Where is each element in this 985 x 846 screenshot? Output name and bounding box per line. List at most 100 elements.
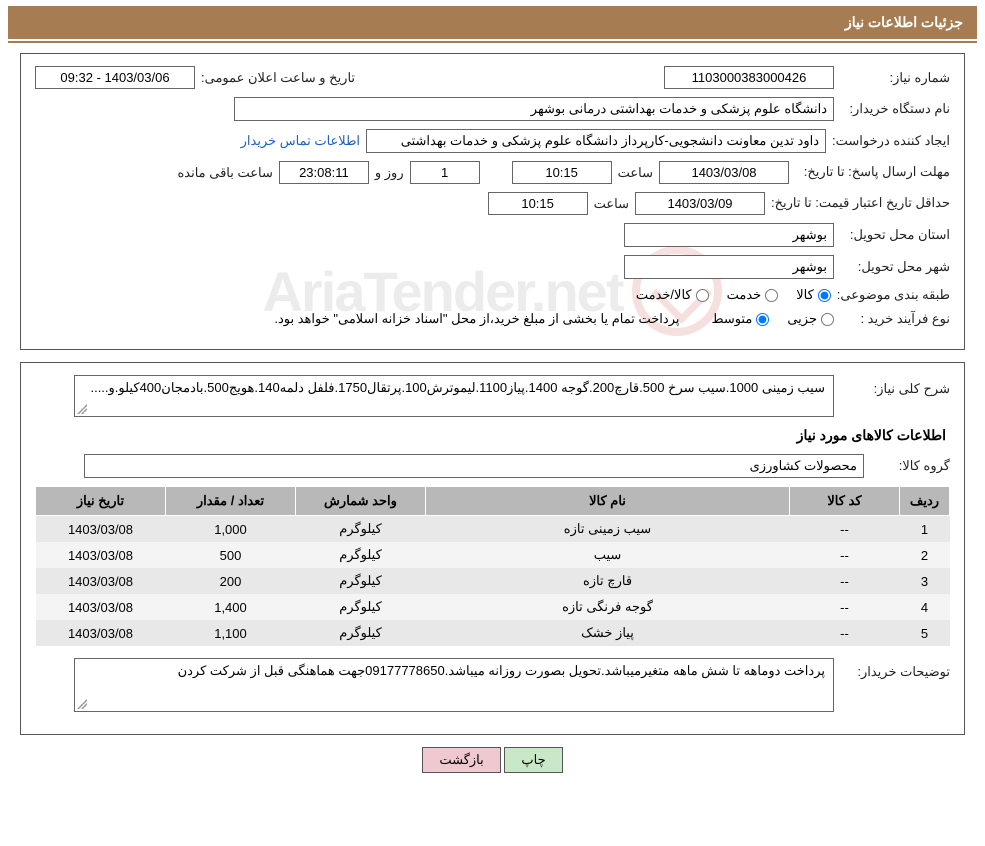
validity-label: حداقل تاریخ اعتبار قیمت: تا تاریخ: xyxy=(771,195,950,212)
table-row: 5--پیاز خشککیلوگرم1,1001403/03/08 xyxy=(36,620,950,646)
overview-text: سیب زمینی 1000.سیب سرخ 500.قارچ200.گوجه … xyxy=(90,380,825,395)
table-cell: کیلوگرم xyxy=(296,620,426,646)
table-cell: پیاز خشک xyxy=(426,620,790,646)
announce-field: 1403/03/06 - 09:32 xyxy=(35,66,195,89)
col-name: نام کالا xyxy=(426,487,790,516)
radio-goods[interactable]: کالا xyxy=(796,287,831,303)
button-row: چاپ بازگشت xyxy=(0,747,985,773)
days-remaining-field: 1 xyxy=(410,161,480,184)
table-cell: 3 xyxy=(900,568,950,594)
validity-date-field: 1403/03/09 xyxy=(635,192,765,215)
radio-goods-service-input[interactable] xyxy=(696,289,709,302)
radio-service-label: خدمت xyxy=(727,287,762,303)
resize-handle-icon[interactable] xyxy=(77,699,87,709)
radio-goods-service-label: کالا/خدمت xyxy=(636,287,692,303)
buyer-label: نام دستگاه خریدار: xyxy=(840,101,950,117)
table-cell: -- xyxy=(790,568,900,594)
row-overview: شرح کلی نیاز: سیب زمینی 1000.سیب سرخ 500… xyxy=(35,375,950,417)
need-number-field: 1103000383000426 xyxy=(664,66,834,89)
radio-medium[interactable]: متوسط xyxy=(711,311,769,327)
time-label-1: ساعت xyxy=(618,165,653,181)
radio-service[interactable]: خدمت xyxy=(727,287,779,303)
time-label-2: ساعت xyxy=(594,196,629,212)
table-cell: گوجه فرنگی تازه xyxy=(426,594,790,620)
buyer-notes-text: پرداخت دوماهه تا شش ماهه متغیرمیباشد.تحو… xyxy=(178,663,825,678)
table-cell: 2 xyxy=(900,542,950,568)
deadline-label: مهلت ارسال پاسخ: تا تاریخ: xyxy=(795,164,950,181)
city-label: شهر محل تحویل: xyxy=(840,259,950,275)
table-cell: -- xyxy=(790,594,900,620)
table-cell: سیب xyxy=(426,542,790,568)
countdown-field: 23:08:11 xyxy=(279,161,369,184)
table-cell: کیلوگرم xyxy=(296,594,426,620)
table-row: 3--قارچ تازهکیلوگرم2001403/03/08 xyxy=(36,568,950,594)
goods-table: ردیف کد کالا نام کالا واحد شمارش تعداد /… xyxy=(35,486,950,646)
radio-service-input[interactable] xyxy=(765,289,778,302)
table-cell: 1,100 xyxy=(166,620,296,646)
table-row: 2--سیبکیلوگرم5001403/03/08 xyxy=(36,542,950,568)
deadline-date-field: 1403/03/08 xyxy=(659,161,789,184)
province-field: بوشهر xyxy=(624,223,834,247)
radio-medium-label: متوسط xyxy=(711,311,752,327)
table-cell: -- xyxy=(790,516,900,543)
row-requester: ایجاد کننده درخواست: داود تدین معاونت دا… xyxy=(35,129,950,153)
page-header: جزئیات اطلاعات نیاز xyxy=(8,6,977,39)
table-row: 4--گوجه فرنگی تازهکیلوگرم1,4001403/03/08 xyxy=(36,594,950,620)
radio-goods-label: کالا xyxy=(796,287,814,303)
col-unit: واحد شمارش xyxy=(296,487,426,516)
payment-note: پرداخت تمام یا بخشی از مبلغ خرید،از محل … xyxy=(274,311,679,327)
table-cell: سیب زمینی تازه xyxy=(426,516,790,543)
table-cell: 1 xyxy=(900,516,950,543)
buyer-notes-textarea[interactable]: پرداخت دوماهه تا شش ماهه متغیرمیباشد.تحو… xyxy=(74,658,834,712)
radio-goods-input[interactable] xyxy=(818,289,831,302)
radio-minor[interactable]: جزیی xyxy=(787,311,834,327)
row-province: استان محل تحویل: بوشهر xyxy=(35,223,950,247)
table-row: 1--سیب زمینی تازهکیلوگرم1,0001403/03/08 xyxy=(36,516,950,543)
row-validity: حداقل تاریخ اعتبار قیمت: تا تاریخ: 1403/… xyxy=(35,192,950,215)
row-buyer: نام دستگاه خریدار: دانشگاه علوم پزشکی و … xyxy=(35,97,950,121)
row-category: طبقه بندی موضوعی: کالا خدمت کالا/خدمت xyxy=(35,287,950,303)
overview-textarea[interactable]: سیب زمینی 1000.سیب سرخ 500.قارچ200.گوجه … xyxy=(74,375,834,417)
validity-time-field: 10:15 xyxy=(488,192,588,215)
table-cell: 500 xyxy=(166,542,296,568)
table-cell: 4 xyxy=(900,594,950,620)
buyer-field: دانشگاه علوم پزشکی و خدمات بهداشتی درمان… xyxy=(234,97,834,121)
category-radio-group: کالا خدمت کالا/خدمت xyxy=(636,287,831,303)
process-radio-group: جزیی متوسط xyxy=(711,311,834,327)
contact-link[interactable]: اطلاعات تماس خریدار xyxy=(241,133,360,149)
process-label: نوع فرآیند خرید : xyxy=(840,311,950,327)
radio-goods-service[interactable]: کالا/خدمت xyxy=(636,287,709,303)
need-number-label: شماره نیاز: xyxy=(840,70,950,86)
back-button[interactable]: بازگشت xyxy=(422,747,500,773)
resize-handle-icon[interactable] xyxy=(77,404,87,414)
province-label: استان محل تحویل: xyxy=(840,227,950,243)
row-need-number: شماره نیاز: 1103000383000426 تاریخ و ساع… xyxy=(35,66,950,89)
radio-minor-input[interactable] xyxy=(821,313,834,326)
table-cell: -- xyxy=(790,542,900,568)
table-cell: 1403/03/08 xyxy=(36,568,166,594)
row-process: نوع فرآیند خرید : جزیی متوسط پرداخت تمام… xyxy=(35,311,950,327)
requester-label: ایجاد کننده درخواست: xyxy=(832,133,950,149)
table-cell: کیلوگرم xyxy=(296,516,426,543)
page-title: جزئیات اطلاعات نیاز xyxy=(845,14,963,30)
group-label: گروه کالا: xyxy=(870,458,950,474)
col-row: ردیف xyxy=(900,487,950,516)
radio-minor-label: جزیی xyxy=(787,311,817,327)
announce-label: تاریخ و ساعت اعلان عمومی: xyxy=(201,70,355,86)
day-label: روز و xyxy=(375,165,404,181)
table-header-row: ردیف کد کالا نام کالا واحد شمارش تعداد /… xyxy=(36,487,950,516)
buyer-notes-label: توضیحات خریدار: xyxy=(840,658,950,680)
deadline-time-field: 10:15 xyxy=(512,161,612,184)
table-cell: 1,000 xyxy=(166,516,296,543)
group-field: محصولات کشاورزی xyxy=(84,454,864,478)
col-date: تاریخ نیاز xyxy=(36,487,166,516)
radio-medium-input[interactable] xyxy=(756,313,769,326)
row-deadline: مهلت ارسال پاسخ: تا تاریخ: 1403/03/08 سا… xyxy=(35,161,950,184)
print-button[interactable]: چاپ xyxy=(504,747,562,773)
table-cell: 5 xyxy=(900,620,950,646)
table-cell: 1403/03/08 xyxy=(36,542,166,568)
table-cell: 1,400 xyxy=(166,594,296,620)
header-underline xyxy=(8,41,977,43)
requester-field: داود تدین معاونت دانشجویی-کارپرداز دانشگ… xyxy=(366,129,826,153)
row-city: شهر محل تحویل: بوشهر xyxy=(35,255,950,279)
